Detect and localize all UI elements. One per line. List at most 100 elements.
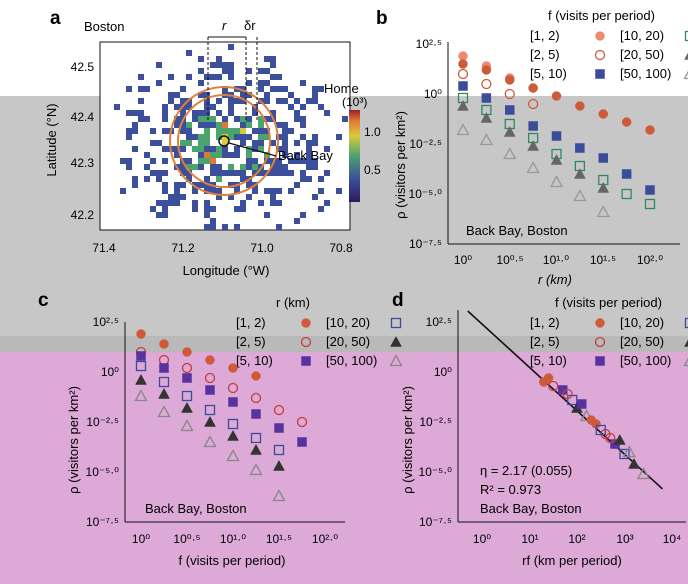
map-cell bbox=[228, 44, 234, 50]
map-cell bbox=[198, 152, 204, 158]
data-point bbox=[645, 125, 655, 135]
back-bay-marker bbox=[218, 135, 230, 147]
map-cell bbox=[246, 164, 252, 170]
map-cell bbox=[246, 152, 252, 158]
map-cell bbox=[180, 122, 186, 128]
map-cell bbox=[300, 122, 306, 128]
map-cell bbox=[240, 140, 246, 146]
b-ytick: 10⁻⁷·⁵ bbox=[409, 237, 442, 251]
map-cell bbox=[180, 98, 186, 104]
c-xtick: 10¹·⁵ bbox=[266, 532, 292, 546]
legend-label: [2, 5) bbox=[530, 334, 560, 349]
d-r2-label: R² = 0.973 bbox=[480, 482, 541, 497]
map-cell bbox=[210, 152, 216, 158]
map-cell bbox=[210, 74, 216, 80]
map-cell bbox=[192, 116, 198, 122]
data-point bbox=[204, 415, 216, 427]
map-cell bbox=[192, 188, 198, 194]
map-cell bbox=[264, 212, 270, 218]
legend-marker bbox=[594, 336, 606, 348]
d-y-label: ρ (visitors per km²) bbox=[400, 386, 415, 494]
b-xtick: 10²·⁰ bbox=[637, 253, 663, 267]
map-cell bbox=[312, 134, 318, 140]
map-cell bbox=[198, 146, 204, 152]
legend-marker bbox=[684, 30, 688, 42]
data-point bbox=[586, 415, 596, 425]
panel-label-a: a bbox=[50, 8, 61, 29]
map-cell bbox=[150, 206, 156, 212]
data-point bbox=[157, 405, 171, 418]
b-legend: [1, 2) [2, 5) [5, 10) [10, 20) [20, 50) [50, … bbox=[530, 28, 688, 81]
map-cell bbox=[186, 74, 192, 80]
c-ytick: 10⁰ bbox=[101, 365, 119, 379]
map-cell bbox=[240, 170, 246, 176]
map-cell bbox=[186, 128, 192, 134]
map-cell bbox=[294, 140, 300, 146]
data-point bbox=[573, 167, 586, 179]
data-point bbox=[644, 198, 656, 210]
map-cell bbox=[228, 194, 234, 200]
map-cell bbox=[240, 206, 246, 212]
map-cell bbox=[210, 170, 216, 176]
map-cell bbox=[306, 164, 312, 170]
map-cell bbox=[228, 98, 234, 104]
panel-c-y-ticks: 10²·⁵ 10⁰ 10⁻²·⁵ 10⁻⁵·⁰ 10⁻⁷·⁵ bbox=[86, 315, 120, 529]
data-point bbox=[227, 429, 239, 441]
map-cell bbox=[222, 134, 228, 140]
map-cell bbox=[222, 146, 228, 152]
data-point bbox=[457, 99, 469, 111]
map-cell bbox=[252, 188, 258, 194]
map-cell bbox=[174, 194, 180, 200]
panel-label-b: b bbox=[376, 8, 388, 29]
map-cell bbox=[318, 104, 324, 110]
c-legend-title: r (km) bbox=[276, 295, 310, 310]
c-ytick: 10²·⁵ bbox=[93, 315, 119, 329]
data-point bbox=[205, 355, 215, 365]
map-cell bbox=[312, 92, 318, 98]
map-cell bbox=[162, 104, 168, 110]
back-bay-annotation: Back Bay bbox=[278, 148, 333, 163]
map-cell bbox=[270, 86, 276, 92]
map-cell bbox=[168, 98, 174, 104]
map-cell bbox=[204, 146, 210, 152]
map-cell bbox=[162, 146, 168, 152]
data-point bbox=[505, 75, 515, 85]
data-point bbox=[203, 435, 217, 448]
map-cell bbox=[156, 176, 162, 182]
map-cell bbox=[198, 92, 204, 98]
data-point bbox=[159, 363, 169, 373]
c-ytick: 10⁻⁷·⁵ bbox=[86, 515, 119, 529]
map-cell bbox=[132, 182, 138, 188]
data-point bbox=[605, 432, 616, 444]
map-cell bbox=[174, 200, 180, 206]
colorbar-tick: 0.5 bbox=[364, 163, 381, 177]
legend-marker bbox=[301, 318, 311, 328]
data-point bbox=[250, 443, 262, 455]
map-cell bbox=[198, 122, 204, 128]
map-cell bbox=[204, 206, 210, 212]
map-cell bbox=[234, 206, 240, 212]
b-xtick: 10⁰ bbox=[454, 253, 472, 267]
map-cell bbox=[312, 164, 318, 170]
map-cell bbox=[186, 134, 192, 140]
map-cell bbox=[144, 176, 150, 182]
d-ytick: 10²·⁵ bbox=[426, 315, 452, 329]
map-cell bbox=[204, 110, 210, 116]
map-cell bbox=[126, 86, 132, 92]
data-point bbox=[273, 459, 285, 471]
map-cell bbox=[174, 188, 180, 194]
map-cell bbox=[252, 158, 258, 164]
legend-label: [20, 50) bbox=[620, 334, 664, 349]
data-point bbox=[181, 401, 193, 413]
map-cell bbox=[234, 128, 240, 134]
map-cell bbox=[204, 188, 210, 194]
map-cell bbox=[210, 116, 216, 122]
map-cell bbox=[222, 152, 228, 158]
map-cell bbox=[192, 134, 198, 140]
map-cell bbox=[126, 128, 132, 134]
map-cell bbox=[252, 164, 258, 170]
map-cell bbox=[264, 98, 270, 104]
map-cell bbox=[204, 116, 210, 122]
data-point bbox=[158, 376, 170, 388]
legend-label: [5, 10) bbox=[236, 353, 273, 368]
